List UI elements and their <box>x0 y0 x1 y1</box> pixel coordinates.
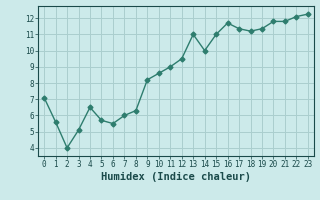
X-axis label: Humidex (Indice chaleur): Humidex (Indice chaleur) <box>101 172 251 182</box>
